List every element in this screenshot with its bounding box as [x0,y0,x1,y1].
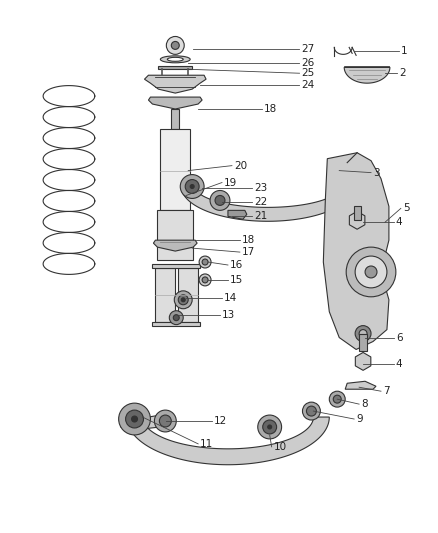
Polygon shape [160,129,190,211]
Circle shape [173,314,179,321]
Polygon shape [120,415,168,429]
Circle shape [359,329,367,337]
Text: 7: 7 [383,386,389,396]
Circle shape [215,196,225,205]
Text: 4: 4 [396,217,403,227]
Text: 13: 13 [222,310,235,320]
Text: 16: 16 [230,260,243,270]
Circle shape [355,256,387,288]
Circle shape [159,415,171,427]
Circle shape [170,311,183,325]
Text: 19: 19 [224,177,237,188]
Text: 23: 23 [254,183,267,193]
Circle shape [178,295,188,305]
Polygon shape [359,334,367,351]
Circle shape [202,277,208,283]
Circle shape [210,190,230,211]
Circle shape [268,425,272,429]
Circle shape [263,420,277,434]
Text: 24: 24 [301,80,315,90]
Circle shape [340,167,348,175]
Polygon shape [127,417,329,465]
Text: 12: 12 [214,416,227,426]
Polygon shape [228,211,247,219]
Polygon shape [178,268,198,321]
Circle shape [126,410,144,428]
Text: 18: 18 [264,104,277,114]
Circle shape [185,180,199,193]
Circle shape [199,274,211,286]
Text: 6: 6 [396,333,403,343]
Text: 22: 22 [254,197,267,207]
Circle shape [174,291,192,309]
Text: 11: 11 [200,439,213,449]
Text: 4: 4 [396,359,403,369]
Polygon shape [323,153,389,350]
Polygon shape [152,264,200,268]
Polygon shape [344,67,390,83]
Circle shape [199,256,211,268]
Text: 14: 14 [224,293,237,303]
Circle shape [155,410,176,432]
Text: 17: 17 [242,247,255,257]
Text: 18: 18 [242,235,255,245]
Text: 10: 10 [274,442,287,452]
Polygon shape [145,75,206,93]
Text: 9: 9 [356,414,363,424]
Circle shape [180,175,204,198]
Circle shape [329,391,345,407]
Text: 20: 20 [234,160,247,171]
Polygon shape [152,321,200,326]
Text: 5: 5 [403,204,410,213]
Circle shape [166,36,184,54]
Polygon shape [171,109,179,129]
Polygon shape [345,381,376,389]
Circle shape [307,406,316,416]
Text: 21: 21 [254,211,267,221]
Circle shape [131,416,138,422]
Circle shape [333,395,341,403]
Circle shape [181,298,185,302]
Circle shape [119,403,150,435]
Circle shape [190,184,194,189]
Circle shape [171,42,179,50]
Ellipse shape [160,56,190,63]
Polygon shape [153,240,197,251]
Polygon shape [181,187,354,221]
Polygon shape [159,66,192,69]
Polygon shape [355,352,371,370]
Text: 25: 25 [301,68,315,78]
Circle shape [258,415,282,439]
Text: 2: 2 [399,68,406,78]
Circle shape [365,266,377,278]
Polygon shape [350,212,365,229]
Text: 3: 3 [373,167,380,177]
Text: 27: 27 [301,44,315,54]
Ellipse shape [167,58,183,61]
Polygon shape [157,211,193,260]
Circle shape [355,326,371,342]
Polygon shape [354,206,361,220]
Text: 26: 26 [301,58,315,68]
Circle shape [303,402,320,420]
Circle shape [346,247,396,297]
Circle shape [202,259,208,265]
Text: 15: 15 [230,275,243,285]
Circle shape [336,163,352,179]
Text: 1: 1 [401,46,407,56]
Polygon shape [148,97,202,109]
Polygon shape [155,268,175,321]
Text: 8: 8 [361,399,368,409]
